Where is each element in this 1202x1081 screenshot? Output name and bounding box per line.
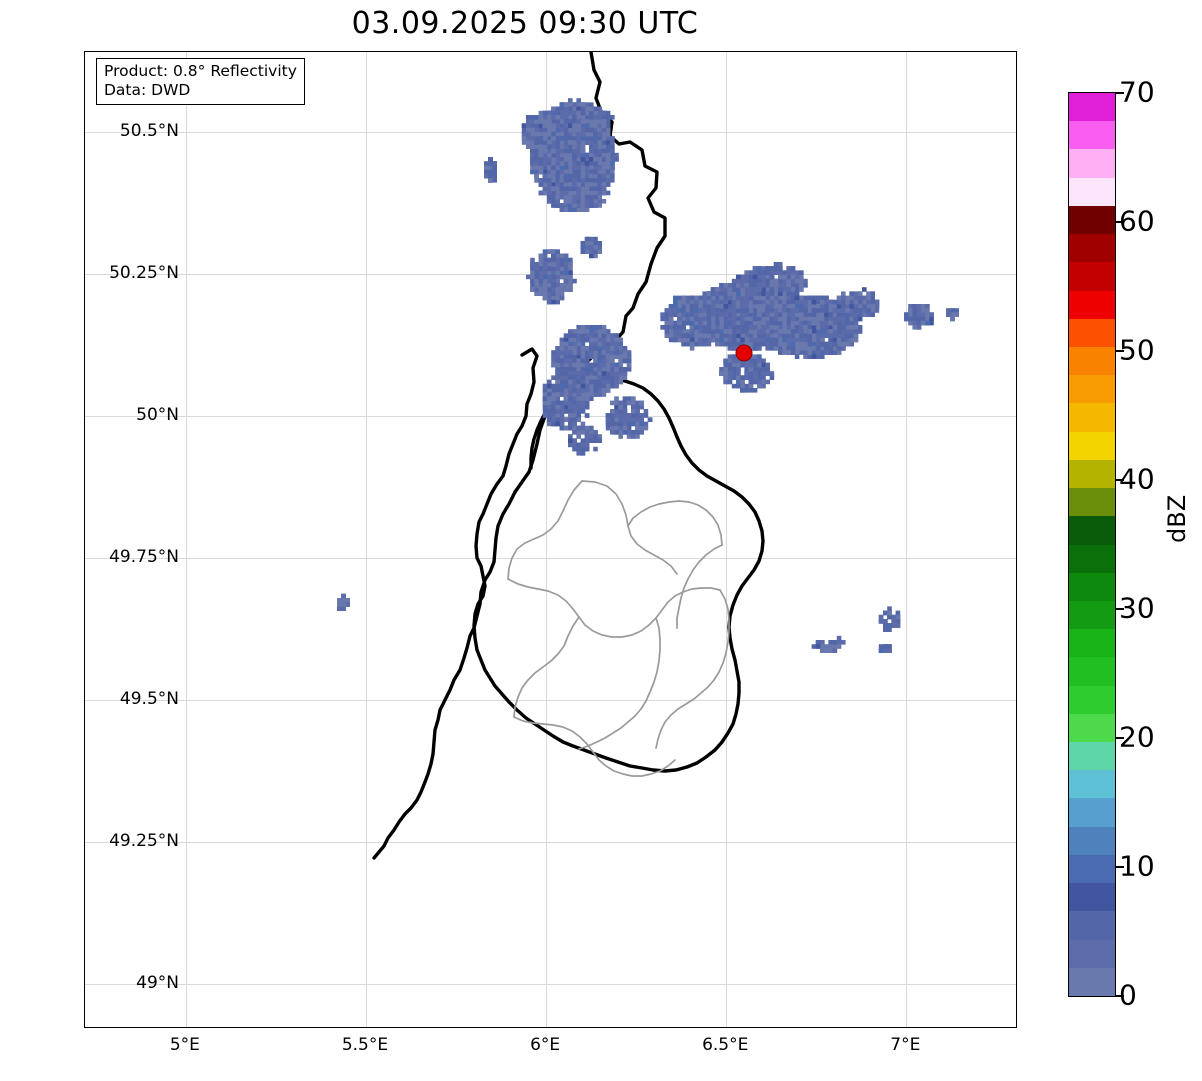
y-axis-tick-label: 50°N	[136, 404, 179, 425]
colorbar-band	[1069, 629, 1115, 658]
map-vector	[372, 52, 765, 860]
radar-echo-layer	[85, 52, 1016, 1027]
radar-site-marker[interactable]	[735, 344, 753, 362]
colorbar-label: dBZ	[1163, 494, 1191, 543]
colorbar-band	[1069, 318, 1115, 347]
colorbar-band	[1069, 459, 1115, 489]
x-axis-tick-label: 6°E	[530, 1035, 561, 1055]
colorbar-band	[1069, 205, 1115, 235]
colorbar-band	[1069, 234, 1115, 263]
y-axis-tick-label: 49.5°N	[119, 688, 179, 709]
x-axis-tick-label: 6.5°E	[702, 1035, 749, 1055]
gridline-horizontal	[85, 699, 1016, 701]
info-data-line: Data: DWD	[104, 80, 191, 99]
gridline-horizontal	[85, 983, 1016, 985]
colorbar-band	[1069, 657, 1115, 686]
colorbar-band	[1069, 883, 1115, 912]
radar-echo-vector	[337, 98, 959, 653]
colorbar-tick-mark	[1115, 995, 1124, 997]
y-axis-tick-label: 50.25°N	[109, 262, 179, 283]
luxembourg-border-path	[472, 347, 765, 773]
colorbar-tick-mark	[1115, 608, 1124, 610]
radar-plot-area[interactable]: Product: 0.8° Reflectivity Data: DWD	[84, 51, 1017, 1028]
gridline-horizontal	[85, 841, 1016, 843]
colorbar-band	[1069, 939, 1115, 968]
colorbar-band	[1069, 149, 1115, 178]
colorbar-band	[1069, 93, 1115, 122]
colorbar-band	[1069, 742, 1115, 771]
colorbar-band	[1069, 854, 1115, 884]
colorbar-band	[1069, 798, 1115, 827]
colorbar-tick-mark	[1115, 479, 1124, 481]
colorbar-band	[1069, 826, 1115, 855]
colorbar-band	[1069, 431, 1115, 460]
colorbar-band	[1069, 488, 1115, 517]
gridline-vertical	[906, 52, 908, 1027]
colorbar-tick-mark	[1115, 350, 1124, 352]
colorbar[interactable]	[1068, 92, 1116, 997]
gridline-horizontal	[85, 557, 1016, 559]
y-axis-tick-label: 50.5°N	[119, 120, 179, 141]
gridline-vertical	[546, 52, 548, 1027]
x-axis-tick-label: 5°E	[169, 1035, 200, 1055]
colorbar-band	[1069, 544, 1115, 573]
admin-border-paths	[507, 480, 730, 777]
colorbar-tick-label: 0	[1119, 978, 1137, 1012]
colorbar-tick-label: 60	[1119, 204, 1155, 238]
y-axis-tick-label: 49.25°N	[109, 830, 179, 851]
colorbar-band	[1069, 375, 1115, 404]
colorbar-tick-label: 40	[1119, 462, 1155, 496]
colorbar-band	[1069, 713, 1115, 743]
info-product-line: Product: 0.8° Reflectivity	[104, 62, 297, 80]
colorbar-tick-label: 20	[1119, 720, 1155, 754]
colorbar-band	[1069, 290, 1115, 319]
info-box: Product: 0.8° Reflectivity Data: DWD	[96, 58, 305, 105]
colorbar-band	[1069, 685, 1115, 714]
y-axis-tick-label: 49°N	[136, 972, 179, 993]
colorbar-band	[1069, 572, 1115, 601]
colorbar-band	[1069, 403, 1115, 432]
colorbar-tick-label: 30	[1119, 591, 1155, 625]
colorbar-band	[1069, 177, 1115, 206]
colorbar-tick-label: 10	[1119, 849, 1155, 883]
colorbar-band	[1069, 262, 1115, 291]
colorbar-band	[1069, 516, 1115, 545]
x-axis-tick-label: 5.5°E	[341, 1035, 389, 1055]
colorbar-tick-label: 70	[1119, 75, 1155, 109]
x-axis-tick-label: 7°E	[890, 1035, 921, 1055]
y-axis-tick-label: 49.75°N	[109, 546, 179, 567]
colorbar-tick-label: 50	[1119, 333, 1155, 367]
gridline-vertical	[726, 52, 728, 1027]
colorbar-band	[1069, 600, 1115, 630]
gridline-vertical	[185, 52, 187, 1027]
colorbar-band	[1069, 346, 1115, 376]
colorbar-tick-mark	[1115, 92, 1124, 94]
colorbar-tick-mark	[1115, 221, 1124, 223]
colorbar-band	[1069, 770, 1115, 799]
gridline-vertical	[365, 52, 367, 1027]
map-layer	[85, 52, 1016, 1027]
colorbar-band	[1069, 121, 1115, 150]
page-title: 03.09.2025 09:30 UTC	[351, 6, 699, 41]
colorbar-tick-mark	[1115, 737, 1124, 739]
colorbar-band	[1069, 967, 1115, 996]
colorbar-band	[1069, 911, 1115, 940]
colorbar-tick-mark	[1115, 866, 1124, 868]
